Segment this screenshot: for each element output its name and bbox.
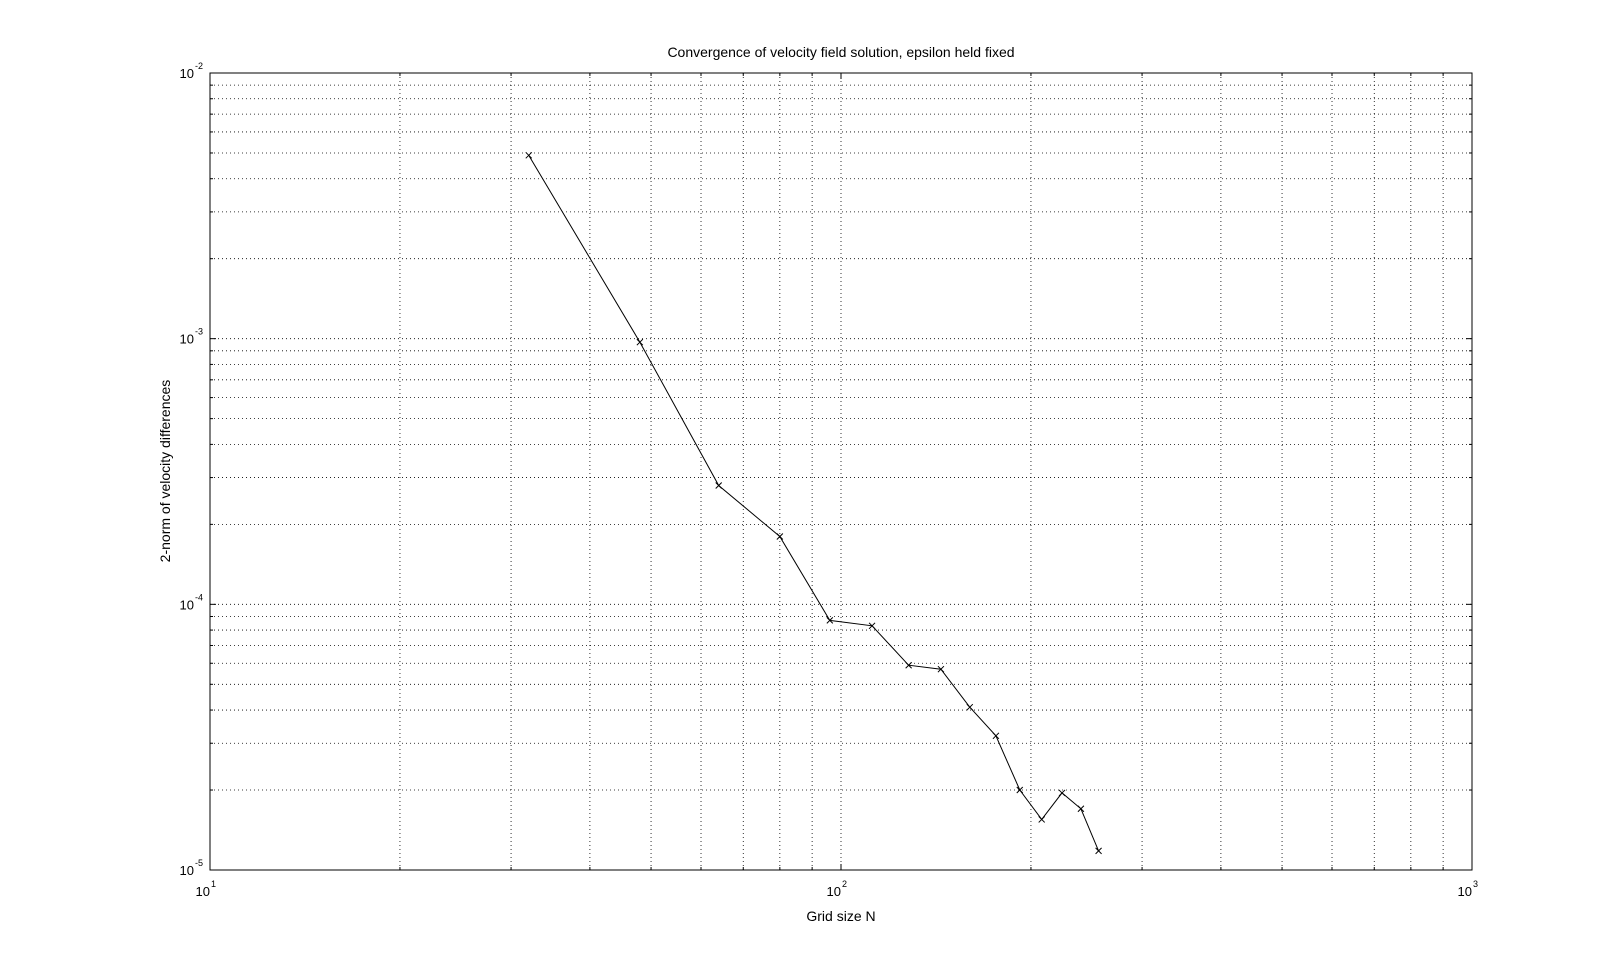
chart-title: Convergence of velocity field solution, … bbox=[667, 44, 1014, 60]
x-axis-label: Grid size N bbox=[806, 908, 875, 924]
data-point-marker bbox=[776, 533, 784, 540]
x-tick-exponent: 2 bbox=[842, 879, 847, 889]
data-point-marker bbox=[992, 732, 1000, 740]
data-point-marker bbox=[1016, 786, 1024, 794]
data-point-marker bbox=[1095, 847, 1102, 855]
data-point-marker bbox=[525, 151, 533, 159]
data-point-marker bbox=[868, 622, 876, 630]
data-point-marker bbox=[715, 482, 723, 489]
data-point-marker bbox=[1077, 805, 1085, 813]
y-tick-exponent: -4 bbox=[195, 592, 203, 602]
grid-lines bbox=[210, 73, 1472, 870]
y-axis-label: 2-norm of velocity differences bbox=[157, 380, 173, 563]
y-tick-labels: 10-510-410-310-2 bbox=[180, 61, 203, 878]
data-point-marker bbox=[966, 703, 974, 711]
y-tick-label: 10 bbox=[180, 66, 194, 81]
plot-area bbox=[210, 73, 1472, 870]
x-tick-exponent: 3 bbox=[1473, 879, 1478, 889]
data-point-marker bbox=[937, 665, 945, 673]
data-point-marker bbox=[826, 617, 834, 624]
x-tick-label: 10 bbox=[827, 884, 841, 899]
data-point-marker bbox=[636, 338, 644, 346]
data-series bbox=[525, 151, 1102, 855]
data-point-marker bbox=[1058, 789, 1066, 797]
y-tick-exponent: -3 bbox=[195, 327, 203, 337]
data-point-marker bbox=[905, 661, 913, 669]
y-tick-label: 10 bbox=[180, 597, 194, 612]
data-point-marker bbox=[1038, 816, 1046, 823]
x-tick-labels: 10 1 10 2 10 3 bbox=[196, 879, 1478, 899]
plot-frame bbox=[209, 72, 1473, 871]
x-tick-label: 10 bbox=[196, 884, 210, 899]
y-tick-label: 10 bbox=[180, 332, 194, 347]
x-tick-label: 10 bbox=[1458, 884, 1472, 899]
x-tick-exponent: 1 bbox=[211, 879, 216, 889]
y-tick-exponent: -5 bbox=[195, 858, 203, 868]
y-tick-exponent: -2 bbox=[195, 61, 203, 71]
y-tick-label: 10 bbox=[180, 863, 194, 878]
